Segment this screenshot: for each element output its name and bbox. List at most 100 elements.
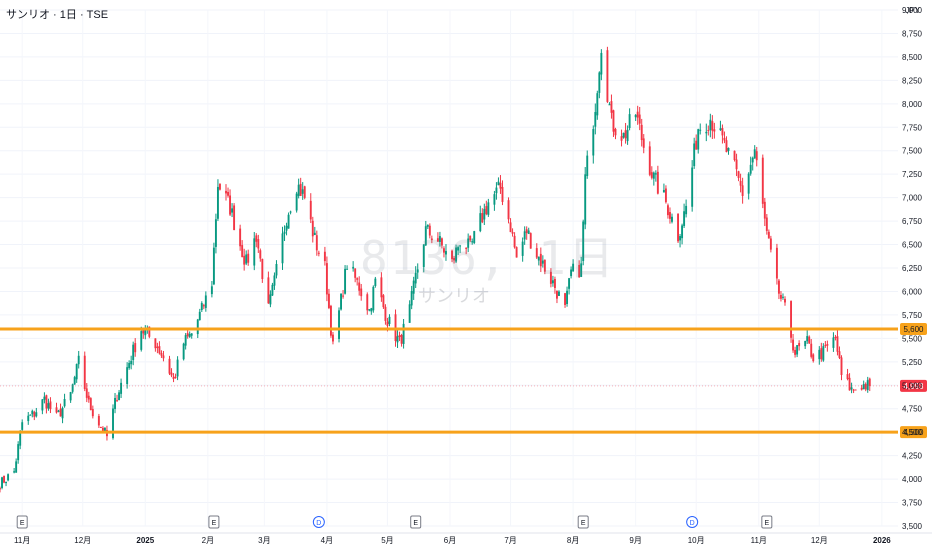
candle-body [426, 224, 429, 227]
candle-body [626, 129, 629, 142]
watermark-symbol: 8136, 1日 [360, 231, 616, 285]
y-tick-label: 4,500 [902, 428, 923, 437]
candle-body [442, 248, 445, 253]
candle-body [669, 212, 671, 219]
candle-body [63, 398, 66, 407]
candle-body [709, 119, 712, 131]
level-label: 4,500 [903, 428, 924, 437]
watermark-name: サンリオ [418, 286, 490, 306]
candle-body [241, 245, 244, 258]
candle-body [612, 110, 615, 132]
candle-body [812, 354, 815, 362]
candle-body [212, 247, 215, 285]
candle-body [747, 173, 750, 194]
candle-body [515, 247, 518, 258]
candle-body [822, 346, 825, 361]
candle-body [584, 174, 587, 225]
candle-body [558, 291, 560, 296]
candle-body [695, 140, 698, 150]
candle-body [628, 114, 631, 129]
candle-body [329, 305, 332, 336]
x-tick-label: 9月 [629, 536, 641, 545]
candle-body [469, 235, 472, 241]
candle-body [866, 380, 869, 390]
y-tick-label: 5,750 [902, 311, 923, 320]
candle-body [398, 335, 401, 338]
candle-body [697, 129, 700, 150]
candle-body [172, 376, 175, 379]
candle-body [606, 50, 609, 102]
candle-body [190, 333, 193, 336]
candle-body [422, 244, 425, 267]
y-tick-label: 8,750 [902, 29, 923, 38]
candle-body [691, 167, 694, 207]
y-tick-label: 6,000 [902, 287, 923, 296]
candle-body [664, 188, 667, 203]
candle-body [596, 93, 599, 116]
candle-body [739, 180, 742, 186]
candle-body [75, 364, 78, 380]
candle-body [638, 114, 641, 124]
candle-body [479, 213, 482, 232]
y-tick-label: 7,000 [902, 194, 923, 203]
candle-body [586, 155, 589, 176]
candle-body [656, 171, 659, 194]
candle-body [344, 268, 347, 294]
candle-body [97, 415, 100, 426]
candle-body [777, 280, 780, 294]
candle-body [551, 280, 554, 284]
candle-body [352, 266, 355, 269]
candle-body [101, 427, 104, 433]
candle-body [186, 333, 189, 337]
candle-body [578, 264, 581, 278]
candle-body [273, 275, 276, 286]
candle-body [31, 410, 34, 415]
candle-body [568, 278, 571, 289]
candle-body [299, 183, 302, 196]
candle-body [636, 111, 639, 118]
candle-body [782, 296, 784, 298]
candle-body [184, 335, 187, 346]
candle-body [15, 461, 18, 473]
y-tick-label: 6,500 [902, 241, 923, 250]
candle-body [89, 398, 92, 411]
candle-body [804, 340, 807, 347]
price-axis[interactable]: 3,500 3,750 4,000 4,250 4,500 4,750 5,000 5,250… [902, 6, 923, 531]
candle-body [775, 247, 778, 279]
candle-body [683, 211, 686, 226]
x-tick-label: 3月 [258, 536, 270, 545]
candle-body [61, 407, 64, 419]
candle-body [430, 238, 433, 241]
x-tick-label: 2月 [202, 536, 214, 545]
candle-body [27, 415, 30, 422]
time-axis[interactable]: 11月 12月 2025 2月 3月 4月 5月 6月 7月 8月 9月 10月 11月 12月 2026 [0, 532, 932, 545]
candle-body [416, 269, 419, 273]
candle-body [372, 286, 375, 311]
candle-body [640, 124, 643, 141]
event-label: E [212, 520, 217, 527]
candle-body [564, 293, 566, 305]
y-tick-label: 6,750 [902, 217, 923, 226]
candle-body [29, 414, 32, 416]
candle-body [202, 305, 205, 307]
candle-body [846, 374, 849, 380]
candle-body [735, 159, 738, 170]
candle-body [154, 338, 157, 349]
x-tick-label: 8月 [567, 536, 579, 545]
candle-body [414, 272, 417, 284]
candle-body [784, 298, 786, 303]
candle-body [281, 233, 284, 264]
candle-body [267, 277, 270, 304]
candle-body [769, 238, 772, 250]
candle-body [366, 294, 369, 311]
candle-body [572, 263, 575, 272]
candle-body [854, 389, 857, 391]
candle-body [763, 201, 766, 219]
candle-body [41, 399, 44, 411]
y-tick-label: 4,250 [902, 452, 923, 461]
candle-body [69, 392, 72, 401]
earnings-icon [208, 515, 220, 529]
candle-body [325, 263, 328, 295]
candle-body [485, 206, 488, 215]
